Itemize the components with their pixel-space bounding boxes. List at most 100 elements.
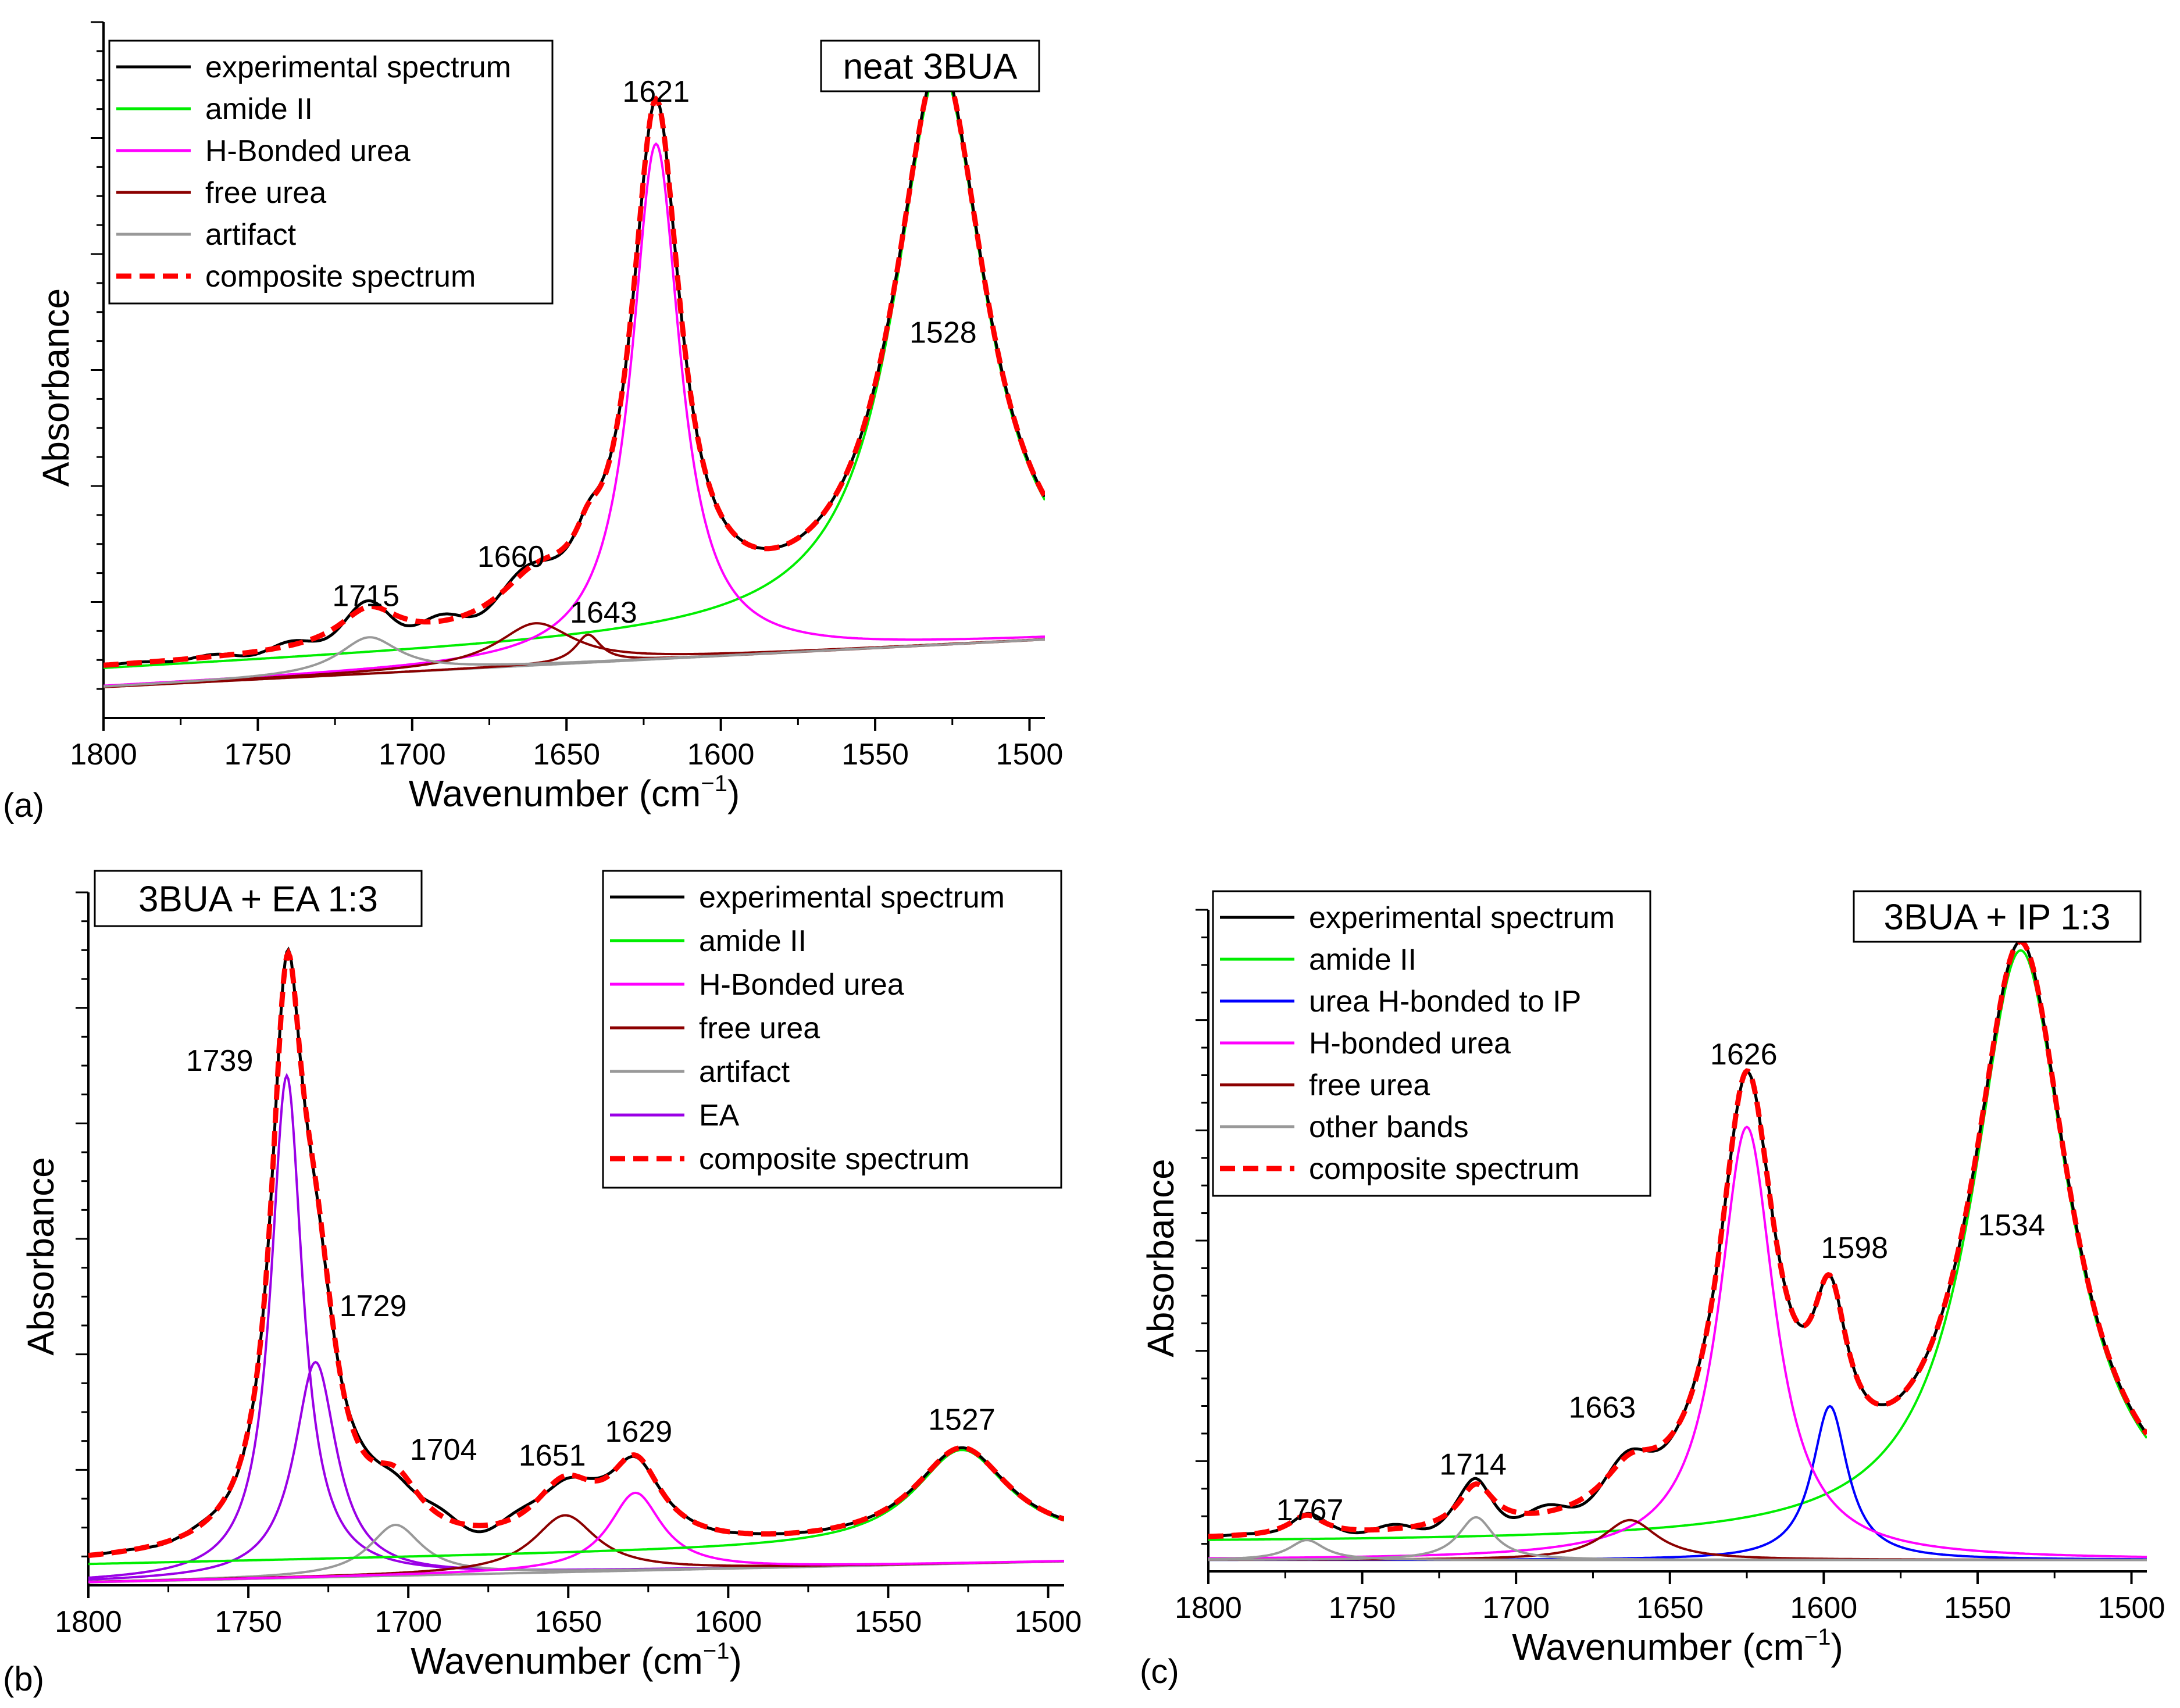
legend-entry-label: other bands [1309,1110,1469,1144]
legend-entry-label: amide II [699,924,807,958]
legend-entry-label: free urea [699,1012,820,1045]
peak-label: 1598 [1821,1231,1888,1265]
legend-entry-label: artifact [205,218,297,252]
x-tick-label: 1800 [70,738,137,771]
x-axis-title: Wavenumber (cm−1) [409,771,740,814]
x-tick-label: 1650 [1636,1591,1704,1625]
panel-label: (a) [3,787,44,824]
x-axis-title-text: Wavenumber (cm [411,1640,703,1682]
legend-entry-label: urea H-bonded to IP [1309,985,1581,1019]
peak-label: 1643 [570,596,637,630]
peak-label: 1767 [1276,1493,1344,1527]
legend-entry-label: free urea [205,176,326,210]
legend: experimental spectrum amide II H-Bonded ur… [108,40,554,305]
peak-label: 1704 [410,1433,477,1467]
y-axis-title: Absorbance [20,1157,62,1356]
peak-label: 1621 [622,75,690,109]
legend-entry-label: composite spectrum [205,260,476,294]
legend-box [108,40,554,305]
legend-entry-label: H-bonded urea [1309,1027,1511,1060]
legend-entry-label: experimental spectrum [1309,901,1615,935]
x-tick-label: 1800 [1175,1591,1242,1625]
x-axis-title-text: Wavenumber (cm [1512,1626,1804,1668]
peak-label: 1739 [186,1044,254,1078]
chart-panel-a: 1800 1750 1700 1650 1600 1550 1500 Wavenumber (… [3,21,1064,824]
x-tick-label: 1700 [379,738,446,771]
x-axis-title-close: ) [729,1640,741,1682]
x-axis-title-superscript: −1 [1804,1624,1831,1650]
x-axis-title-superscript: −1 [701,771,727,796]
x-axis-title-close: ) [727,773,740,814]
legend-entry-label: amide II [1309,943,1417,977]
component-curve-1768 [1208,1539,2147,1562]
x-axis-title-text: Wavenumber (cm [409,773,701,814]
legend: experimental spectrum amide II H-Bonded ur… [602,870,1062,1189]
title-box [820,40,1040,92]
y-axis-title: Absorbance [1140,1159,1182,1357]
x-tick-label: 1550 [1944,1591,2011,1625]
chart-title: 3BUA + IP 1:3 [1883,898,2110,938]
legend-entry-label: experimental spectrum [699,881,1005,914]
peak-label: 1729 [340,1289,407,1323]
curves [88,946,1064,1584]
x-tick-label: 1800 [55,1605,122,1639]
composite-spectrum [1208,938,2147,1539]
peak-label: 1629 [605,1415,672,1449]
legend-entry-label: free urea [1309,1069,1430,1102]
x-tick-label: 1550 [841,738,909,771]
composite-spectrum [104,59,1045,668]
chart-panel-b: 1800 1750 1700 1650 1600 1550 1500 Wavenumber (… [3,870,1082,1698]
x-axis-title-superscript: −1 [703,1638,730,1664]
x-tick-label: 1500 [2098,1591,2165,1625]
peak-label: 1626 [1710,1038,1778,1071]
peak-label: 1534 [1978,1209,2045,1242]
curves [1208,938,2147,1562]
chart-title: neat 3BUA [843,47,1018,87]
x-tick-label: 1650 [533,738,600,771]
peak-label: 1527 [928,1403,996,1437]
component-curve-1714 [104,636,1045,688]
legend-entry-label: composite spectrum [699,1142,969,1176]
x-axis-title: Wavenumber (cm−1) [411,1638,742,1682]
legend-entry-label: composite spectrum [1309,1152,1579,1186]
chart-panel-c: 1800 1750 1700 1650 1600 1550 1500 Wavenumber (… [1140,890,2165,1691]
peak-label: 1528 [909,316,977,349]
x-tick-label: 1500 [996,738,1064,771]
title-box [1853,890,2142,943]
x-tick-label: 1700 [374,1605,442,1639]
x-tick-label: 1550 [855,1605,922,1639]
x-tick-label: 1750 [1329,1591,1396,1625]
legend: experimental spectrum amide II urea H-bond… [1212,890,1651,1197]
x-axis-title-close: ) [1831,1626,1843,1668]
title-box [94,870,423,927]
curves [104,59,1045,688]
component-curve-1629 [88,1491,1064,1584]
legend-entry-label: amide II [205,92,313,126]
composite-spectrum [88,948,1064,1559]
peak-label: 1714 [1439,1448,1507,1481]
peak-label: 1651 [519,1439,586,1473]
x-tick-label: 1750 [215,1605,282,1639]
legend-entry-label: EA [699,1099,740,1132]
y-axis-title: Absorbance [35,288,77,487]
peak-label: 1715 [332,579,399,613]
panel-label: (b) [3,1660,44,1698]
x-tick-label: 1750 [224,738,292,771]
chart-title: 3BUA + EA 1:3 [138,880,378,920]
peak-label: 1660 [477,540,545,574]
x-tick-label: 1600 [694,1605,762,1639]
x-tick-label: 1700 [1482,1591,1550,1625]
x-tick-label: 1650 [534,1605,602,1639]
x-tick-label: 1600 [687,738,755,771]
x-tick-label: 1500 [1015,1605,1082,1639]
component-curve-1643 [104,633,1045,688]
legend-entry-label: H-Bonded urea [205,134,411,168]
panel-label: (c) [1140,1653,1179,1691]
x-tick-label: 1600 [1790,1591,1858,1625]
legend-entry-label: artifact [699,1055,790,1089]
peak-label: 1663 [1569,1391,1636,1424]
legend-entry-label: experimental spectrum [205,51,511,84]
legend-entry-label: H-Bonded urea [699,968,904,1002]
x-axis-title: Wavenumber (cm−1) [1512,1624,1843,1668]
